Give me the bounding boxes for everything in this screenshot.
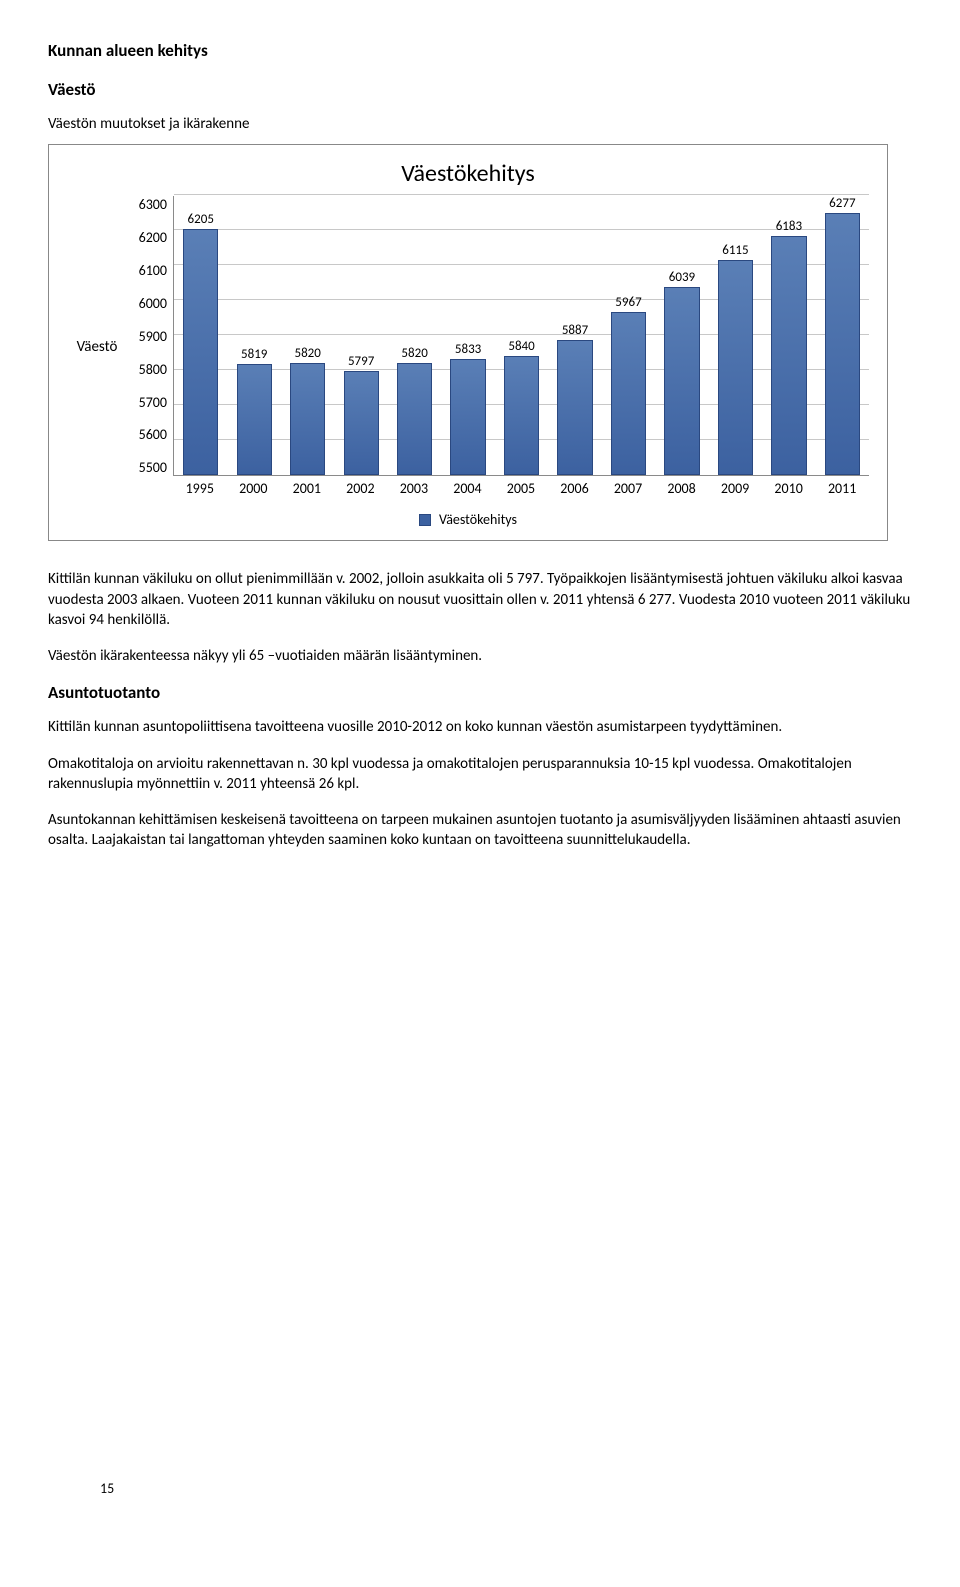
y-tick: 5600: [127, 426, 167, 443]
bar-slot: 6115: [709, 196, 762, 475]
bar-value-label: 6039: [669, 270, 695, 285]
y-tick: 6100: [127, 262, 167, 279]
bar: [664, 287, 699, 476]
bar: [183, 229, 218, 476]
bar: [825, 213, 860, 475]
x-tick: 2001: [280, 480, 334, 497]
paragraph-4: Omakotitaloja on arvioitu rakennettavan …: [48, 754, 912, 795]
bar-value-label: 5820: [401, 346, 427, 361]
subsection-heading-muutokset: Väestön muutokset ja ikärakenne: [48, 114, 912, 134]
legend-label: Väestökehitys: [439, 511, 517, 528]
legend-swatch: [419, 514, 431, 526]
bar: [290, 363, 325, 475]
bar-slot: 6205: [174, 196, 227, 475]
x-tick: 2002: [334, 480, 388, 497]
bar-value-label: 6277: [829, 196, 855, 211]
bar-value-label: 5887: [562, 323, 588, 338]
bar-value-label: 6205: [188, 212, 214, 227]
bar-value-label: 5819: [241, 347, 267, 362]
bar: [450, 359, 485, 476]
x-tick: 2004: [441, 480, 495, 497]
y-axis-label: Väestö: [67, 196, 127, 497]
x-tick: 2011: [815, 480, 869, 497]
paragraph-3: Kittilän kunnan asuntopoliittisena tavoi…: [48, 717, 912, 737]
x-tick: 1995: [173, 480, 227, 497]
subsection-heading-asuntotuotanto: Asuntotuotanto: [48, 682, 912, 703]
bar: [237, 364, 272, 476]
x-tick: 2007: [601, 480, 655, 497]
paragraph-5: Asuntokannan kehittämisen keskeisenä tav…: [48, 810, 912, 851]
bar-slot: 5797: [334, 196, 387, 475]
bar-value-label: 5967: [615, 295, 641, 310]
y-tick: 5500: [127, 459, 167, 476]
x-tick: 2006: [548, 480, 602, 497]
bar-slot: 5840: [495, 196, 548, 475]
page-number: 15: [100, 1480, 114, 1497]
gridline: [174, 194, 869, 195]
bar-slot: 5820: [281, 196, 334, 475]
y-tick: 5700: [127, 394, 167, 411]
bar-slot: 5819: [227, 196, 280, 475]
bar: [718, 260, 753, 475]
bar-slot: 5833: [441, 196, 494, 475]
bar-value-label: 5797: [348, 354, 374, 369]
chart-legend: Väestökehitys: [67, 511, 869, 528]
bar: [504, 356, 539, 475]
chart-title: Väestökehitys: [67, 159, 869, 188]
bar-slot: 5887: [548, 196, 601, 475]
population-chart: Väestökehitys Väestö 6300 6200 6100 6000 590…: [48, 144, 888, 541]
y-tick: 6200: [127, 229, 167, 246]
paragraph-1: Kittilän kunnan väkiluku on ollut pienim…: [48, 569, 912, 630]
bar: [557, 340, 592, 475]
bar-slot: 6183: [762, 196, 815, 475]
bar-value-label: 6183: [776, 219, 802, 234]
x-axis-ticks: 1995200020012002200320042005200620072008…: [173, 480, 869, 497]
paragraph-2: Väestön ikärakenteessa näkyy yli 65 –vuo…: [48, 646, 912, 666]
x-tick: 2005: [494, 480, 548, 497]
x-tick: 2008: [655, 480, 709, 497]
y-tick: 6300: [127, 196, 167, 213]
plot-area: 6205 5819 5820 5797 5820 5833 5840 5887 5967 6039…: [173, 196, 869, 476]
y-axis-ticks: 6300 6200 6100 6000 5900 5800 5700 5600 5500: [127, 196, 173, 476]
bar-slot: 6277: [816, 196, 869, 475]
bar-value-label: 6115: [722, 243, 748, 258]
bar: [611, 312, 646, 475]
x-tick: 2010: [762, 480, 816, 497]
bar: [344, 371, 379, 475]
bar-slot: 6039: [655, 196, 708, 475]
bar-slot: 5967: [602, 196, 655, 475]
y-tick: 6000: [127, 295, 167, 312]
section-heading: Kunnan alueen kehitys: [48, 40, 912, 61]
bar-slot: 5820: [388, 196, 441, 475]
bar-value-label: 5820: [294, 346, 320, 361]
subsection-heading-vaesto: Väestö: [48, 79, 912, 100]
bar-value-label: 5840: [508, 339, 534, 354]
x-tick: 2003: [387, 480, 441, 497]
bar: [771, 236, 806, 475]
x-tick: 2009: [708, 480, 762, 497]
bar: [397, 363, 432, 475]
chart-bars: 6205 5819 5820 5797 5820 5833 5840 5887 5967 6039…: [174, 196, 869, 475]
x-tick: 2000: [227, 480, 281, 497]
bar-value-label: 5833: [455, 342, 481, 357]
y-tick: 5900: [127, 328, 167, 345]
y-tick: 5800: [127, 361, 167, 378]
